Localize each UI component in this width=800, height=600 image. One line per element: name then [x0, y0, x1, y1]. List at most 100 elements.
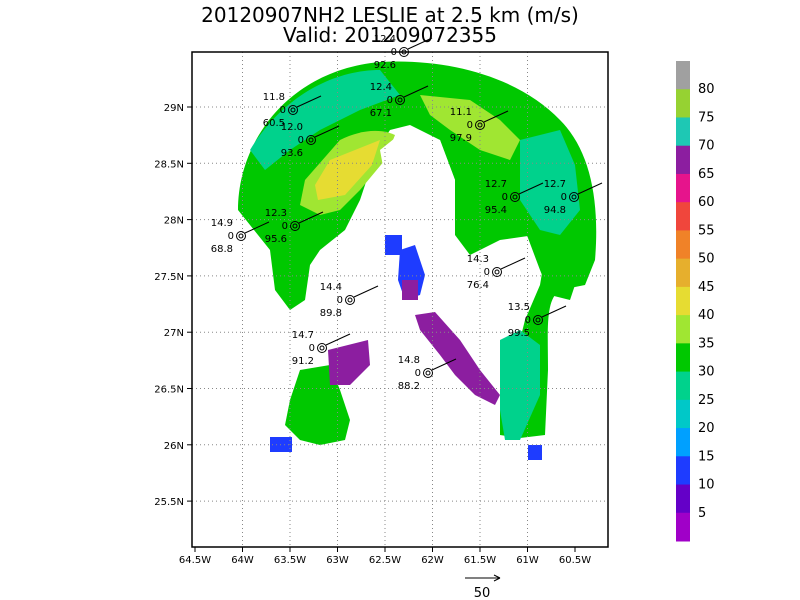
station: 14.3 0 76.4	[467, 254, 526, 291]
station-dot	[401, 49, 407, 55]
wind-barb	[577, 182, 603, 195]
station-top-value: 12.0	[281, 122, 303, 133]
colorbar-segment	[676, 61, 690, 90]
colorbar-segment	[676, 428, 690, 457]
station-bottom-value: 89.8	[320, 308, 342, 319]
colorbar-segment	[676, 343, 690, 373]
field-blue-cell-3	[385, 235, 402, 255]
station-ring	[236, 231, 246, 241]
colorbar-label: 25	[698, 393, 715, 408]
station-dot	[292, 223, 298, 229]
lat-tick-label: 26.5N	[154, 385, 184, 396]
station-top-value: 12.3	[265, 208, 287, 219]
station-ring	[492, 267, 502, 277]
lat-tick-label: 28N	[164, 216, 184, 227]
station-bottom-value: 95.4	[485, 205, 507, 216]
station-bottom-value: 95.6	[265, 234, 287, 245]
field-lightgreen-north	[420, 95, 520, 160]
wind-barb	[244, 221, 270, 234]
wind-barb	[541, 305, 567, 318]
lon-tick-label: 61.5W	[464, 555, 496, 566]
field-eye	[380, 130, 455, 240]
station-ring	[288, 105, 298, 115]
station-dot	[397, 97, 403, 103]
colorbar-label: 30	[698, 365, 715, 380]
colorbar-label: 70	[698, 139, 715, 154]
wind-barb	[298, 211, 324, 224]
lat-tick-label: 27N	[164, 328, 184, 339]
station-dot	[238, 233, 244, 239]
colorbar: 80 75 70 65 60 55 50 45 40 35 30 25 20 15 10 5	[676, 61, 715, 542]
wind-barb	[403, 85, 429, 98]
station-dot	[308, 137, 314, 143]
station: 11.8 0 60.5	[263, 92, 322, 129]
lon-tick-label: 62W	[421, 555, 444, 566]
station-top-value: 12.4	[370, 82, 392, 93]
colorbar-segment	[676, 173, 690, 203]
station-bottom-value: 60.5	[263, 118, 285, 129]
grid	[187, 52, 608, 552]
station-top-value: 11.8	[263, 92, 285, 103]
colorbar-segment	[676, 145, 690, 175]
latitude-labels: 29N 28.5N 28N 27.5N 27N 26.5N 26N 25.5N	[154, 103, 184, 508]
lon-tick-label: 63.5W	[274, 555, 306, 566]
station-dot	[290, 107, 296, 113]
colorbar-segment	[676, 315, 690, 344]
station-dot	[477, 122, 483, 128]
lat-tick-label: 27.5N	[154, 272, 184, 283]
field-purple-cell-2	[402, 280, 418, 300]
station-top-value: 12.4	[374, 34, 396, 45]
station: 12.0 0 93.6	[281, 122, 340, 159]
field-blue-cell-4	[528, 445, 542, 460]
station-bottom-value: 94.8	[544, 205, 566, 216]
colorbar-label: 45	[698, 280, 715, 295]
station-dot	[494, 269, 500, 275]
station-marker-label: 0	[228, 231, 234, 242]
colorbar-label: 55	[698, 223, 715, 238]
station-bottom-value: 91.2	[292, 356, 314, 367]
station-bottom-value: 97.9	[450, 133, 472, 144]
colorbar-segment	[676, 286, 690, 316]
station: 14.8 0 88.2	[398, 355, 457, 392]
colorbar-label: 20	[698, 421, 715, 436]
station-ring	[306, 135, 316, 145]
station-bottom-value: 92.6	[374, 60, 396, 71]
field-purple-band	[415, 312, 500, 405]
field-teal-southeast	[500, 330, 540, 440]
lon-tick-label: 61W	[516, 555, 539, 566]
station-bottom-value: 93.6	[281, 148, 303, 159]
lon-tick-label: 64.5W	[179, 555, 211, 566]
colorbar-label: 65	[698, 167, 715, 182]
station-bottom-value: 68.8	[211, 244, 233, 255]
station: 11.1 0 97.9	[450, 107, 509, 144]
station-markers: 12.4 0 92.6 11.8 0 60.5 12.4 0 67.1 11.1 0 97.9 12.0…	[211, 34, 603, 392]
station-marker-label: 0	[298, 135, 304, 146]
station-marker-label: 0	[391, 47, 397, 58]
station-dot	[425, 370, 431, 376]
station-dot	[535, 317, 541, 323]
lon-tick-label: 64W	[231, 555, 254, 566]
station-marker-label: 0	[282, 221, 288, 232]
lat-tick-label: 29N	[164, 103, 184, 114]
lat-tick-label: 26N	[164, 441, 184, 452]
wind-barb	[483, 110, 509, 123]
wind-speed-field	[238, 61, 597, 460]
colorbar-label: 50	[698, 252, 715, 267]
station-top-value: 14.3	[467, 254, 489, 265]
colorbar-label: 5	[698, 506, 706, 521]
station-bottom-value: 76.4	[467, 280, 489, 291]
station-top-value: 11.1	[450, 107, 472, 118]
colorbar-segment	[676, 512, 690, 542]
station-ring	[317, 343, 327, 353]
station-top-value: 14.8	[398, 355, 420, 366]
station-ring	[423, 368, 433, 378]
station-ring	[533, 315, 543, 325]
colorbar-label: 10	[698, 478, 715, 493]
colorbar-segment	[676, 117, 690, 147]
station-dot	[319, 345, 325, 351]
station-top-value: 12.7	[485, 179, 507, 190]
station-marker-label: 0	[467, 120, 473, 131]
station-ring	[475, 120, 485, 130]
colorbar-segment	[676, 456, 690, 486]
